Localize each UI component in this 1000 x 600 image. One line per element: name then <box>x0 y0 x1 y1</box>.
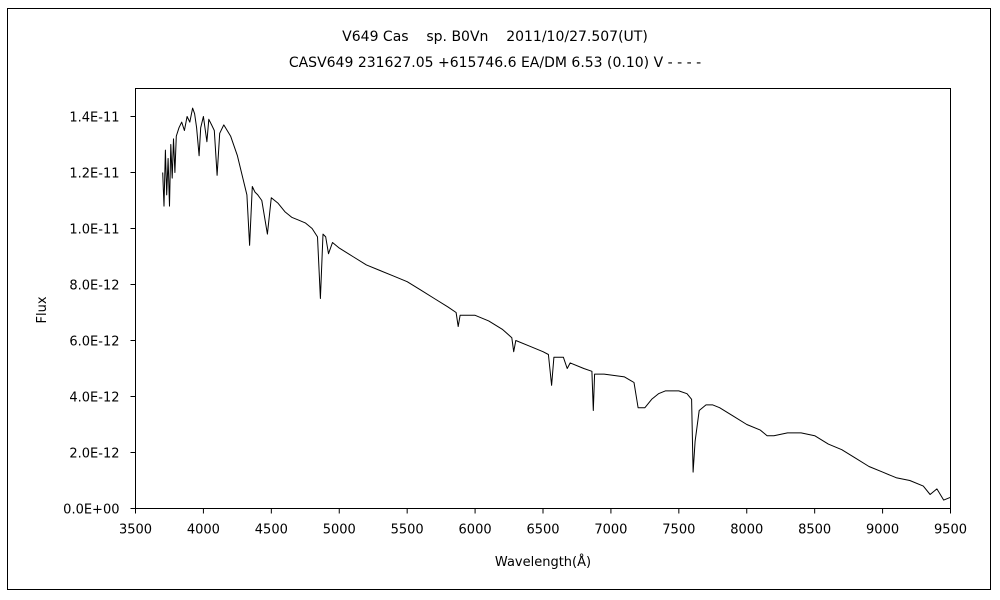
y-tick-label: 2.0E-12 <box>69 447 119 462</box>
spectrum-line <box>162 107 951 501</box>
x-tick-label: 9000 <box>866 523 899 538</box>
x-tick-label: 8500 <box>798 523 831 538</box>
y-axis-title: Flux <box>35 296 50 323</box>
chart-title: V649 Cas sp. B0Vn 2011/10/27.507(UT) <box>342 29 648 45</box>
x-tick-label: 6500 <box>526 523 559 538</box>
x-axis-title: Wavelength(Å) <box>495 554 591 570</box>
y-tick-label: 1.2E-11 <box>69 167 119 182</box>
y-tick-label: 1.4E-11 <box>69 111 119 126</box>
y-tick-label: 0.0E+00 <box>63 503 119 518</box>
y-axis-ticks: 0.0E+00 2.0E-12 4.0E-12 6.0E-12 8.0E-12 1.0E-… <box>63 111 136 518</box>
x-tick-label: 4000 <box>187 523 220 538</box>
plot-area <box>135 88 951 509</box>
y-tick-label: 1.0E-11 <box>69 223 119 238</box>
y-tick-label: 4.0E-12 <box>69 391 119 406</box>
y-tick-label: 8.0E-12 <box>69 279 119 294</box>
x-tick-label: 6000 <box>459 523 492 538</box>
x-tick-label: 5500 <box>391 523 424 538</box>
x-tick-label: 4500 <box>255 523 288 538</box>
y-tick-label: 6.0E-12 <box>69 335 119 350</box>
x-axis-ticks: 3500 4000 4500 5000 5500 6000 6500 7000 7500 8000… <box>119 508 967 538</box>
series-group <box>162 107 951 501</box>
x-tick-label: 7500 <box>662 523 695 538</box>
chart-subtitle: CASV649 231627.05 +615746.6 EA/DM 6.53 (… <box>289 55 701 71</box>
x-tick-label: 7000 <box>594 523 627 538</box>
x-tick-label: 5000 <box>323 523 356 538</box>
x-tick-label: 8000 <box>730 523 763 538</box>
chart-frame <box>7 8 991 590</box>
x-tick-label: 9500 <box>934 523 967 538</box>
x-tick-label: 3500 <box>119 523 152 538</box>
